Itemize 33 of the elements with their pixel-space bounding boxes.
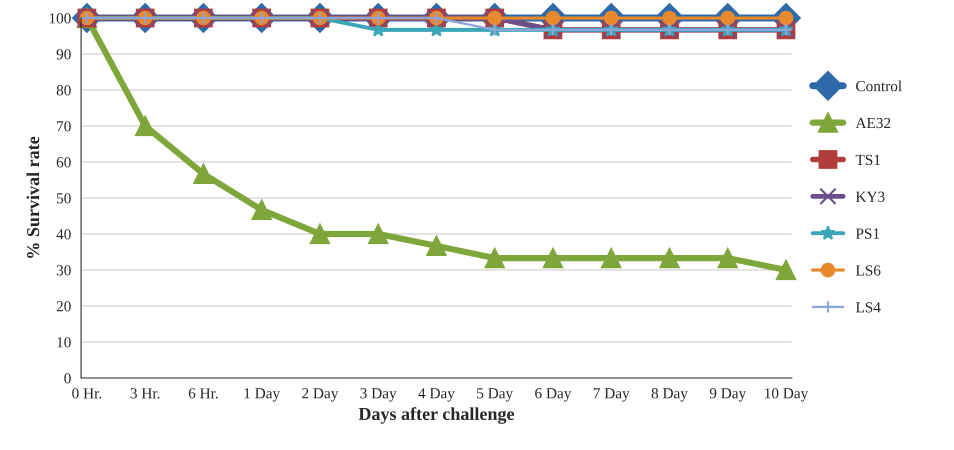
y-tick-label: 0 <box>64 373 71 384</box>
y-tick-label: 90 <box>56 49 71 60</box>
y-tick-label: 20 <box>56 301 71 312</box>
y-tick-label: 60 <box>56 157 71 168</box>
x-tick-label: 4 Day <box>418 388 455 402</box>
y-axis-title: % Survival rate <box>26 136 40 258</box>
legend-label: AE32 <box>856 118 890 128</box>
y-tick-label: 80 <box>56 85 71 96</box>
legend-label: LS6 <box>856 265 880 276</box>
x-axis-title: Days after challenge <box>358 407 514 424</box>
x-tick-label: 5 Day <box>477 388 514 402</box>
legend-label: KY3 <box>856 192 885 202</box>
x-tick-label: 6 Hr. <box>188 388 218 399</box>
x-tick-label: 9 Day <box>710 388 746 402</box>
x-tick-label: 8 Day <box>652 388 688 402</box>
y-tick-label: 70 <box>57 121 71 132</box>
x-tick-label: 10 Day <box>765 388 808 402</box>
y-tick-label: 100 <box>50 13 71 24</box>
y-tick-label: 40 <box>56 229 71 240</box>
x-tick-label: 3 Day <box>360 388 397 402</box>
legend-label: TS1 <box>856 154 880 166</box>
y-tick-label: 30 <box>56 265 71 276</box>
legend-label: Control <box>856 80 902 92</box>
y-tick-label: 10 <box>57 337 71 348</box>
x-tick-label: 0 Hr. <box>72 388 102 399</box>
x-tick-label: 6 Day <box>535 388 572 402</box>
legend-label: LS4 <box>856 302 881 312</box>
x-tick-label: 2 Day <box>302 388 338 402</box>
x-tick-label: 7 Day <box>594 388 630 402</box>
y-tick-label: 50 <box>56 193 71 204</box>
x-tick-label: 3 Hr. <box>130 388 160 399</box>
legend-label: PS1 <box>856 228 880 239</box>
x-tick-label: 1 Day <box>244 388 280 402</box>
